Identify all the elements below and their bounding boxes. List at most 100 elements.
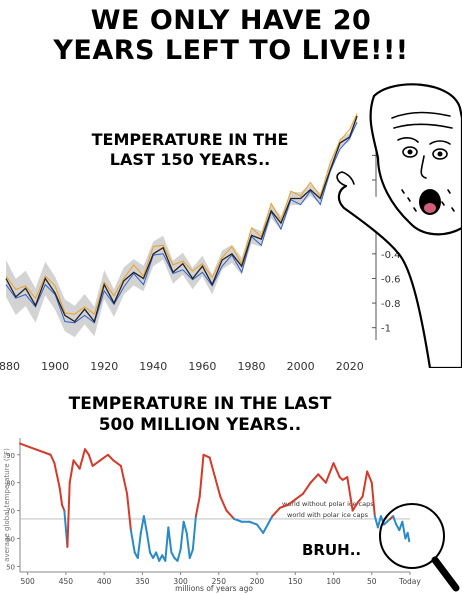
temperature-segment	[214, 476, 222, 498]
temperature-segment	[188, 548, 194, 560]
temperature-segment	[219, 495, 228, 512]
y-tick-label: 50	[6, 563, 15, 571]
temperature-segment	[155, 551, 161, 562]
temperature-segment	[142, 515, 148, 534]
temperature-segment	[99, 453, 109, 462]
temperature-segment	[366, 470, 373, 484]
recent-chart-caption-line-2: LAST 150 YEARS..	[109, 150, 271, 169]
temperature-segment	[58, 487, 64, 506]
temperature-segment	[357, 495, 364, 504]
x-tick-label: 300	[173, 577, 188, 586]
temperature-segment	[266, 515, 274, 526]
temperature-segment	[286, 498, 297, 506]
recent-chart-caption: TEMPERATURE IN THE LAST 150 YEARS..	[70, 130, 310, 170]
temperature-segment	[406, 531, 411, 543]
temperature-segment	[294, 492, 304, 501]
meme-title-line-2: YEARS LEFT TO LIVE!!!	[53, 35, 409, 66]
temperature-segment	[346, 476, 354, 512]
series-line-blue	[5, 121, 358, 324]
temperature-segment	[164, 526, 170, 562]
deep-time-chart-caption-line-2: 500 MILLION YEARS..	[98, 415, 302, 435]
x-tick-label: 150	[288, 577, 303, 586]
temperature-segment	[309, 473, 320, 484]
y-tick-label: 70	[6, 508, 15, 516]
x-tick-label: 450	[59, 577, 74, 586]
deep-time-chart-caption: TEMPERATURE IN THE LAST 500 MILLION YEAR…	[30, 394, 370, 436]
x-tick-label: 2020	[336, 360, 364, 373]
x-tick-label: 1980	[238, 360, 266, 373]
temperature-segment	[53, 462, 61, 490]
temperature-segment	[84, 448, 90, 456]
x-tick-label: 100	[326, 577, 341, 586]
bruh-annotation: BRUH..	[302, 541, 362, 559]
temperature-segment	[112, 459, 122, 467]
temperature-segment	[49, 453, 56, 465]
temperature-segment	[182, 520, 188, 534]
x-tick-label: 1920	[90, 360, 118, 373]
temperature-segment	[248, 520, 259, 526]
temperature-segment	[179, 520, 185, 551]
y-tick-label: -0.4	[381, 250, 401, 261]
threshold-label-without-ice: world without polar ice caps	[282, 500, 374, 508]
temperature-segment	[126, 492, 132, 532]
x-tick-label: 2000	[287, 360, 315, 373]
temperature-segment	[301, 481, 312, 495]
x-tick-label: Today	[398, 577, 421, 586]
x-tick-label: 350	[135, 577, 150, 586]
temperature-segment	[370, 481, 376, 518]
meme-title: WE ONLY HAVE 20 YEARS LEFT TO LIVE!!!	[0, 6, 462, 66]
temperature-segment	[68, 459, 75, 484]
x-tick-label: 250	[212, 577, 227, 586]
temperature-segment	[66, 481, 71, 548]
x-tick-label: 1900	[41, 360, 69, 373]
temperature-segment	[139, 515, 145, 534]
y-tick-label: 60	[6, 536, 15, 544]
temperature-segment	[170, 551, 176, 560]
y-tick-label: -1	[381, 324, 391, 335]
temperature-segment	[34, 448, 52, 456]
x-tick-label: 1940	[139, 360, 167, 373]
temperature-segment	[176, 548, 182, 562]
temperature-segment	[225, 509, 236, 520]
temperature-segment	[392, 515, 398, 526]
y-tick-label: -0.6	[381, 274, 401, 285]
temperature-segment	[208, 456, 216, 479]
temperature-segment	[87, 453, 94, 467]
temperature-segment	[376, 515, 382, 529]
meme-title-line-1: WE ONLY HAVE 20	[90, 5, 372, 36]
x-tick-label: 400	[97, 577, 112, 586]
temperature-segment	[185, 531, 191, 560]
recent-chart-caption-line-1: TEMPERATURE IN THE	[91, 130, 289, 149]
temperature-segment	[19, 442, 37, 451]
y-tick-label: 80	[6, 480, 15, 488]
temperature-segment	[279, 504, 289, 509]
temperature-segment	[78, 448, 86, 470]
temperature-segment	[61, 504, 66, 512]
temperature-segment	[401, 520, 407, 540]
temperature-segment	[332, 462, 341, 479]
temperature-segment	[233, 517, 243, 523]
temperature-segment	[202, 453, 211, 459]
temperature-segment	[194, 495, 201, 518]
temperature-segment	[361, 470, 369, 498]
temperature-segment	[191, 515, 197, 551]
temperature-segment	[324, 462, 335, 484]
temperature-segment	[91, 459, 102, 467]
x-tick-label: 200	[250, 577, 265, 586]
temperature-segment	[129, 529, 136, 554]
x-tick-label: 1960	[188, 360, 216, 373]
magnifying-glass-icon	[379, 503, 460, 592]
x-tick-label: 500	[20, 577, 35, 586]
temperature-segment	[136, 531, 142, 560]
series-line-main	[5, 115, 358, 323]
temperature-segment	[119, 464, 129, 495]
y-tick-label: 90	[6, 452, 15, 460]
temperature-segment	[262, 523, 269, 534]
temperature-segment	[256, 523, 265, 534]
temperature-segment	[167, 526, 173, 554]
recent-temperature-chart-panel: 0.80.60.40.20-0.2-0.4-0.6-0.8-1188019001…	[0, 78, 410, 378]
temperature-segment	[271, 506, 281, 518]
temperature-segment	[198, 453, 205, 498]
y-tick-label: -0.8	[381, 299, 401, 310]
